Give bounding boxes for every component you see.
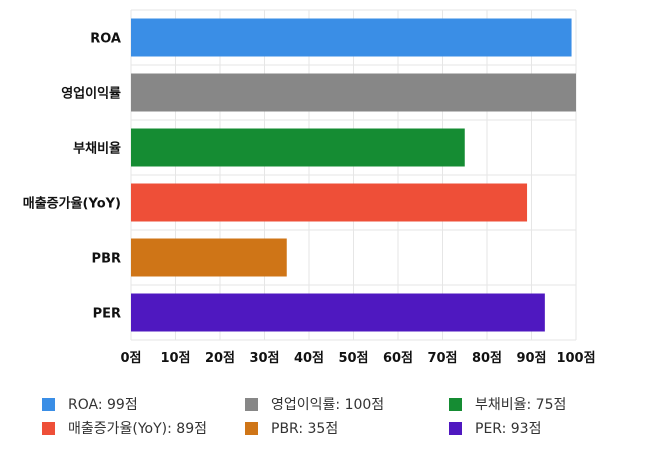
legend-label: ROA: 99점 — [68, 397, 138, 413]
category-label: 매출증가율(YoY) — [23, 196, 121, 212]
legend-label: 영업이익률: 100점 — [271, 397, 385, 413]
x-tick-label: 20점 — [205, 351, 235, 366]
category-label: PER — [93, 307, 121, 322]
legend-label: 매출증가율(YoY): 89점 — [68, 421, 207, 437]
grid-lines — [130, 9, 577, 341]
category-label: ROA — [90, 32, 121, 47]
legend-item-per[interactable]: PER: 93점 — [449, 418, 541, 438]
x-tick-label: 30점 — [249, 351, 279, 366]
x-tick-label: 40점 — [294, 351, 324, 366]
category-label: 영업이익률 — [61, 86, 121, 102]
x-tick-labels: 0점 10점 20점 30점 40점 50점 60점 70점 80점 90점 100점 — [120, 351, 595, 366]
legend-swatch — [42, 397, 55, 411]
legend-swatch — [245, 421, 258, 435]
legend-item-roa[interactable]: ROA: 99점 — [42, 394, 138, 414]
bar[interactable] — [131, 183, 528, 222]
bars — [131, 18, 576, 332]
x-tick-label: 100점 — [556, 351, 595, 366]
legend-swatch — [42, 421, 55, 435]
legend-item-operating-margin[interactable]: 영업이익률: 100점 — [245, 394, 384, 414]
legend-label: PER: 93점 — [475, 421, 542, 437]
legend-label: 부채비율: 75점 — [475, 397, 567, 413]
legend-swatch — [449, 421, 462, 435]
bar[interactable] — [131, 18, 572, 57]
legend-item-pbr[interactable]: PBR: 35점 — [245, 418, 338, 438]
x-tick-label: 60점 — [383, 351, 413, 366]
legend-swatch — [449, 397, 462, 411]
bar[interactable] — [131, 293, 545, 332]
x-tick-label: 80점 — [472, 351, 502, 366]
bar[interactable] — [131, 128, 465, 167]
bar[interactable] — [131, 73, 576, 112]
x-tick-label: 50점 — [338, 351, 368, 366]
x-tick-label: 10점 — [160, 351, 190, 366]
legend: ROA: 99점 영업이익률: 100점 부채비율: 75점 매출증가율(YoY… — [0, 385, 650, 445]
legend-label: PBR: 35점 — [271, 421, 339, 437]
category-label: 부채비율 — [73, 141, 121, 157]
legend-item-debt-ratio[interactable]: 부채비율: 75점 — [449, 394, 566, 414]
x-tick-label: 0점 — [120, 351, 141, 366]
x-tick-label: 70점 — [427, 351, 457, 366]
category-label: PBR — [92, 252, 121, 267]
x-tick-label: 90점 — [516, 351, 546, 366]
legend-item-sales-growth[interactable]: 매출증가율(YoY): 89점 — [42, 418, 207, 438]
legend-swatch — [245, 397, 258, 411]
bar[interactable] — [131, 238, 287, 277]
